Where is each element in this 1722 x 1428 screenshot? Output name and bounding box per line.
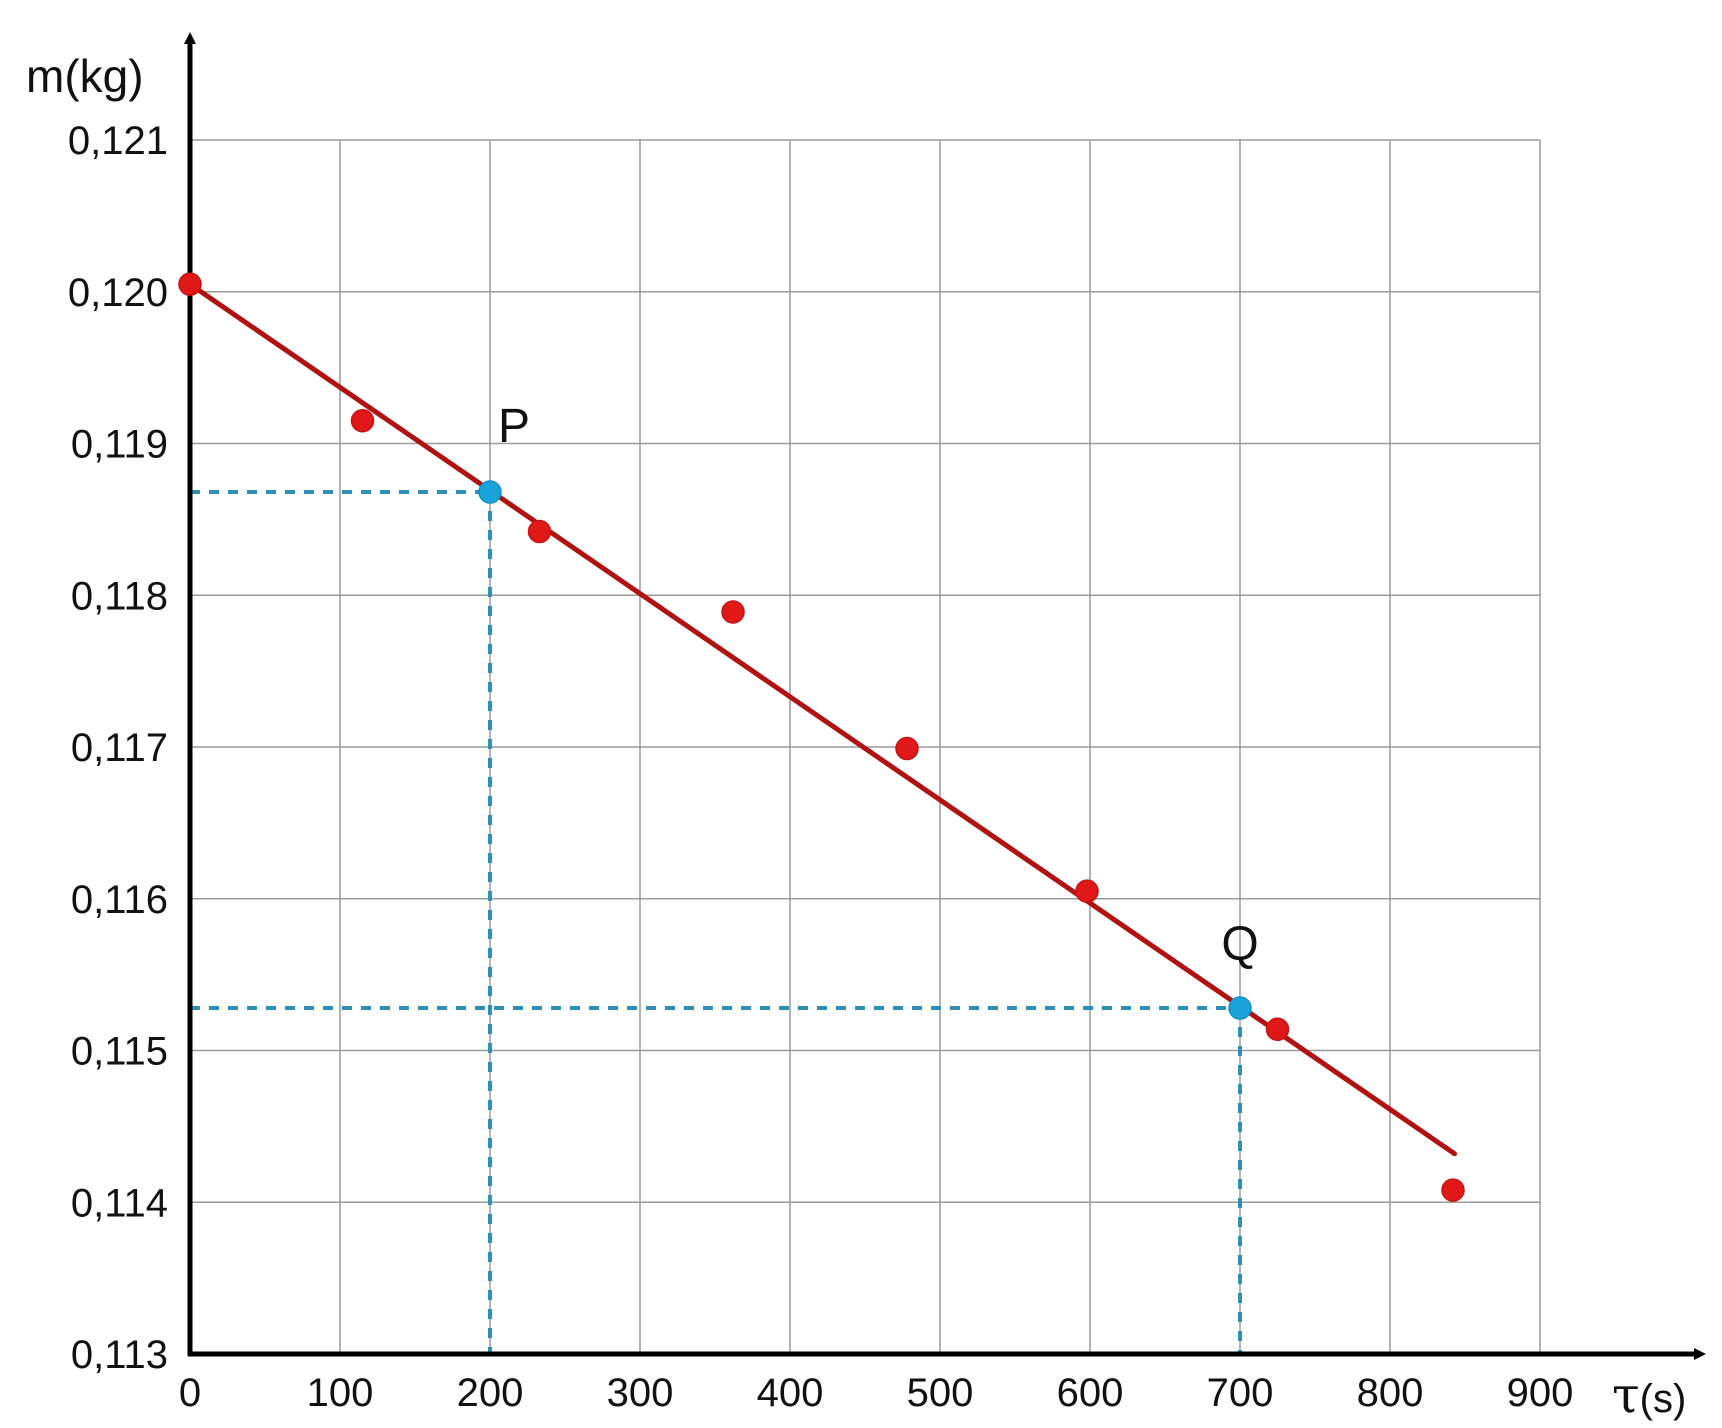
y-tick-label: 0,119 <box>71 423 168 467</box>
measurement-point <box>1265 1017 1290 1042</box>
measurement-point <box>178 272 202 296</box>
x-tick-label: 300 <box>607 1371 674 1415</box>
measurement-point <box>895 736 919 761</box>
y-tick-label: 0,116 <box>71 878 168 922</box>
measurement-point <box>350 408 375 433</box>
y-tick-label: 0,113 <box>71 1333 168 1377</box>
x-tick-label: 200 <box>457 1371 524 1415</box>
y-tick-label: 0,121 <box>68 119 168 163</box>
measurement-point <box>527 519 552 544</box>
highlight-point-q <box>1228 996 1252 1020</box>
x-tick-label: 400 <box>757 1371 824 1415</box>
fit-line-group <box>187 281 1457 1157</box>
data-points <box>178 272 1465 1202</box>
guide-lines <box>190 490 1242 1354</box>
x-tick-label: 900 <box>1507 1371 1574 1415</box>
y-tick-label: 0,118 <box>71 574 168 618</box>
fit-line <box>187 281 1457 1157</box>
x-tick-label: 600 <box>1057 1371 1124 1415</box>
labels: P Q 0 100 200 300 400 500 600 700 800 900 0,113 0,114… <box>26 50 1686 1424</box>
y-tick-label: 0,115 <box>71 1030 168 1074</box>
highlight-point-p <box>478 480 502 504</box>
y-tick-label: 0,117 <box>71 726 168 770</box>
point-label-p: P <box>498 400 530 453</box>
point-label-q: Q <box>1221 918 1258 971</box>
y-tick-label: 0,114 <box>71 1181 168 1225</box>
measurement-point <box>721 600 745 624</box>
axes <box>184 32 1706 1360</box>
x-tick-label: 0 <box>179 1371 201 1415</box>
x-tick-label: 100 <box>307 1371 374 1415</box>
y-tick-label: 0,120 <box>68 271 168 315</box>
x-tick-label: 500 <box>907 1371 974 1415</box>
y-axis-title: m(kg) <box>26 50 144 102</box>
x-tick-label: 700 <box>1207 1371 1274 1415</box>
measurement-point <box>1075 879 1099 903</box>
x-axis-title: τ(s) <box>1612 1366 1686 1424</box>
measurement-point <box>1441 1178 1465 1202</box>
x-tick-label: 800 <box>1357 1371 1424 1415</box>
